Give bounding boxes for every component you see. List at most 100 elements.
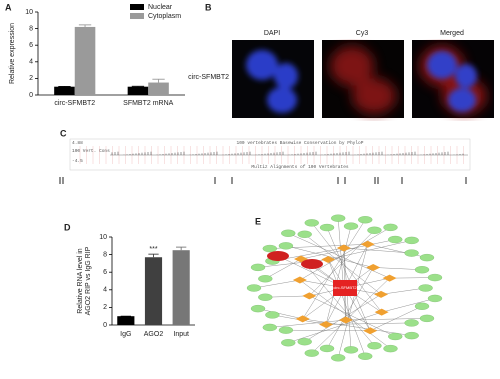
track-max: 4.88 (72, 140, 83, 146)
edge (325, 226, 352, 325)
bar (74, 26, 96, 95)
edge (389, 277, 435, 279)
gene-node (404, 236, 419, 245)
gene-node (262, 244, 277, 253)
edge (338, 244, 368, 358)
edge (381, 287, 426, 295)
edge (257, 308, 303, 320)
panel-label: B (205, 2, 212, 12)
gene-node (304, 349, 319, 357)
gene-node (388, 332, 403, 341)
y-axis-label: Relative expression (9, 23, 16, 84)
gene-node (331, 214, 346, 222)
edge (285, 329, 371, 331)
y-tick-label: 8 (29, 25, 33, 32)
edge (309, 295, 396, 337)
gene-node (383, 344, 398, 353)
gene-node (383, 223, 398, 232)
mirna-node (360, 240, 375, 248)
track-name: 100 Vert. Cons (72, 148, 110, 154)
gene-node (414, 266, 430, 274)
panel-label: E (255, 216, 261, 226)
gene-node (250, 304, 266, 313)
gene-node (404, 319, 419, 327)
micrograph-dapi (232, 40, 314, 118)
edge (304, 234, 382, 295)
gene-node (281, 339, 296, 347)
edge (302, 318, 412, 336)
gene-node (278, 326, 294, 334)
edge (269, 319, 346, 328)
micrograph-merged (412, 40, 494, 118)
gene-node (418, 284, 433, 292)
error-bar (176, 246, 187, 251)
gene-node (343, 222, 359, 230)
bar (117, 316, 135, 325)
center-node (333, 280, 357, 296)
network: circ-SFMBT2 (246, 214, 443, 362)
micrograph-cy3 (322, 40, 404, 118)
mirna-node (302, 292, 317, 300)
bar (54, 86, 75, 95)
y-tick-label: 2 (103, 304, 107, 311)
edge (299, 227, 391, 281)
edge (328, 259, 366, 357)
y-tick-label: 6 (29, 42, 33, 49)
edge (326, 227, 371, 331)
y-tick-label: 10 (25, 9, 33, 16)
mirna-node (374, 308, 389, 316)
edge (367, 244, 428, 258)
x-tick-label: AGO2 (144, 331, 164, 338)
bar (144, 257, 163, 325)
legend-swatch (130, 4, 144, 10)
bar (148, 82, 169, 95)
panel-label: D (64, 222, 71, 232)
error-bar (78, 24, 92, 27)
edge (343, 247, 352, 350)
y-tick-label: 10 (99, 234, 107, 241)
error-bar (152, 78, 165, 83)
conservation-track: 4.88 100 Vert. Cons -4.5 100 vertebrates… (59, 138, 471, 184)
gene-node (358, 216, 373, 224)
hub-node (267, 251, 289, 261)
legend-swatch (130, 13, 144, 19)
gene-node (419, 253, 435, 262)
y-axis-label: Relative RNA level in (77, 248, 84, 313)
gene-node (319, 344, 335, 353)
gene-node (281, 229, 296, 237)
mirna-node (338, 316, 353, 324)
edge (326, 322, 412, 325)
y-tick-label: 0 (103, 322, 107, 329)
gene-node (258, 293, 273, 301)
y-tick-label: 6 (103, 269, 107, 276)
panel-label: C (60, 128, 67, 138)
bar (172, 250, 190, 325)
gene-node (358, 352, 373, 360)
gene-node (404, 249, 419, 257)
mirna-node (292, 276, 307, 284)
edge (343, 247, 412, 254)
legend-label: Nuclear (148, 4, 173, 11)
edge (285, 245, 374, 268)
gene-node (419, 314, 435, 323)
center-label: circ-SFMBT2 (333, 285, 357, 290)
panel-label: A (5, 2, 12, 12)
mirna-node (321, 256, 336, 264)
mirna-node (374, 290, 389, 298)
gene-node (427, 273, 443, 282)
image-title: Cy3 (356, 30, 369, 37)
edge (373, 267, 423, 270)
edge (326, 267, 374, 349)
gene-node (297, 230, 312, 238)
image-title: Merged (440, 30, 464, 37)
gene-node (246, 284, 262, 292)
y-tick-label: 4 (29, 59, 33, 66)
gene-node (297, 338, 312, 346)
y-tick-label: 0 (29, 92, 33, 99)
gene-node (278, 242, 294, 250)
row-label: circ-SFMBT2 (188, 74, 229, 81)
mirna-node (382, 274, 397, 282)
edge (253, 279, 300, 289)
edge (370, 306, 423, 331)
mirna-node (363, 327, 378, 335)
